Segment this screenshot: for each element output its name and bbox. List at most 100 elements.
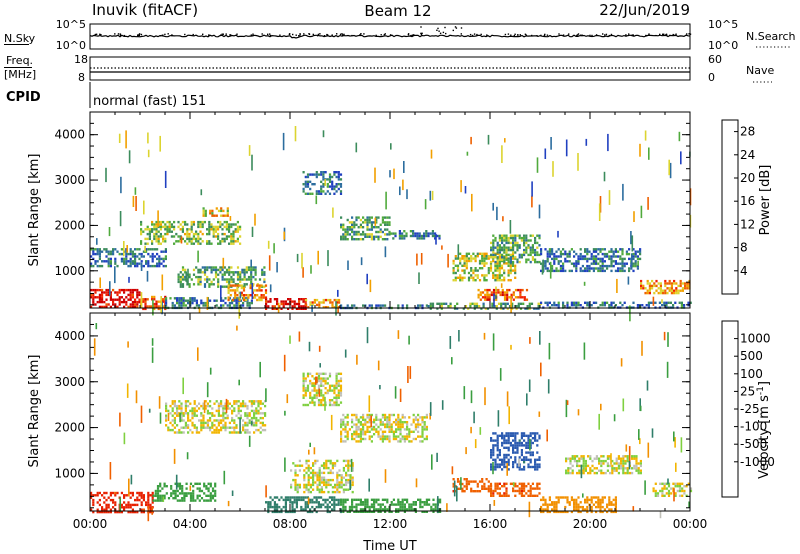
data-cell — [236, 289, 239, 292]
data-cell — [165, 485, 168, 488]
data-cell — [295, 498, 298, 502]
data-cell — [503, 262, 506, 265]
nsearch-dot — [140, 33, 143, 36]
data-cell — [187, 419, 190, 422]
data-cell — [173, 297, 176, 300]
data-cell — [508, 288, 511, 292]
data-cell — [362, 510, 365, 513]
data-cell — [312, 462, 315, 465]
data-cell — [189, 402, 192, 405]
data-cell — [667, 489, 671, 493]
data-cell — [366, 233, 369, 236]
data-cell — [179, 280, 182, 284]
data-cell — [331, 462, 334, 465]
data-cell — [331, 306, 334, 309]
data-cell — [96, 260, 99, 263]
data-cell — [414, 232, 417, 235]
data-cell — [203, 482, 206, 485]
data-cell — [225, 278, 229, 281]
data-cell — [129, 260, 132, 263]
data-cell — [192, 220, 195, 224]
data-cell — [512, 434, 515, 437]
data-cell — [566, 501, 569, 504]
data-cell — [487, 255, 490, 258]
data-cell — [467, 271, 471, 275]
data-cell — [606, 503, 609, 506]
data-cell — [379, 510, 382, 513]
data-cell — [307, 483, 310, 487]
data-cell — [313, 396, 316, 399]
data-cell — [546, 503, 549, 506]
noise-cell — [135, 196, 137, 211]
data-cell — [527, 494, 530, 497]
data-cell — [414, 510, 417, 513]
data-cell — [244, 421, 247, 425]
data-cell — [294, 464, 297, 467]
data-cell — [238, 298, 241, 302]
data-cell — [409, 230, 412, 233]
data-cell — [265, 300, 268, 303]
data-cell — [571, 469, 574, 472]
data-cell — [334, 486, 337, 489]
noise-cell — [366, 273, 368, 285]
data-cell — [344, 501, 347, 504]
data-cell — [670, 287, 673, 290]
data-cell — [200, 489, 204, 493]
nsearch-dot — [589, 34, 591, 37]
nsearch-dot — [473, 33, 476, 35]
data-cell — [514, 432, 517, 435]
data-cell — [501, 239, 504, 242]
data-cell — [342, 423, 345, 426]
data-cell — [500, 305, 503, 308]
data-cell — [465, 257, 468, 260]
data-cell — [630, 267, 633, 270]
data-cell — [201, 225, 204, 229]
data-cell — [324, 391, 327, 395]
data-cell — [228, 266, 231, 269]
data-cell — [406, 425, 409, 429]
data-cell — [611, 471, 614, 475]
data-cell — [228, 431, 231, 434]
data-cell — [302, 382, 305, 385]
data-cell — [568, 250, 571, 253]
nsearch-dot — [295, 34, 297, 36]
data-cell — [615, 459, 618, 463]
data-cell — [151, 496, 154, 499]
data-cell — [203, 485, 206, 488]
data-cell — [431, 302, 435, 305]
data-cell — [98, 503, 101, 507]
data-cell — [509, 456, 512, 459]
data-cell — [523, 482, 526, 485]
data-cell — [663, 494, 666, 497]
data-cell — [116, 298, 119, 301]
data-cell — [414, 418, 417, 421]
data-cell — [120, 260, 123, 263]
y-tick-label: 2000 — [54, 218, 85, 232]
data-cell — [96, 250, 99, 253]
nsearch-dot — [568, 33, 570, 35]
data-cell — [333, 505, 336, 509]
noise-cell — [437, 496, 439, 514]
data-cell — [298, 302, 301, 306]
data-cell — [322, 396, 325, 399]
data-cell — [195, 404, 198, 408]
data-cell — [260, 294, 263, 297]
data-cell — [129, 298, 132, 301]
data-cell — [302, 403, 305, 407]
data-cell — [516, 248, 519, 252]
data-cell — [96, 248, 99, 251]
data-cell — [357, 230, 360, 234]
data-cell — [507, 439, 510, 442]
data-cell — [610, 304, 613, 307]
data-cell — [381, 437, 384, 441]
data-cell — [236, 284, 239, 287]
data-cell — [496, 482, 499, 485]
data-cell — [314, 474, 317, 477]
data-cell — [337, 503, 340, 506]
data-cell — [90, 305, 93, 309]
data-cell — [366, 498, 369, 501]
data-cell — [612, 264, 615, 268]
data-cell — [423, 425, 426, 429]
data-cell — [242, 404, 245, 408]
power-data — [90, 126, 692, 322]
